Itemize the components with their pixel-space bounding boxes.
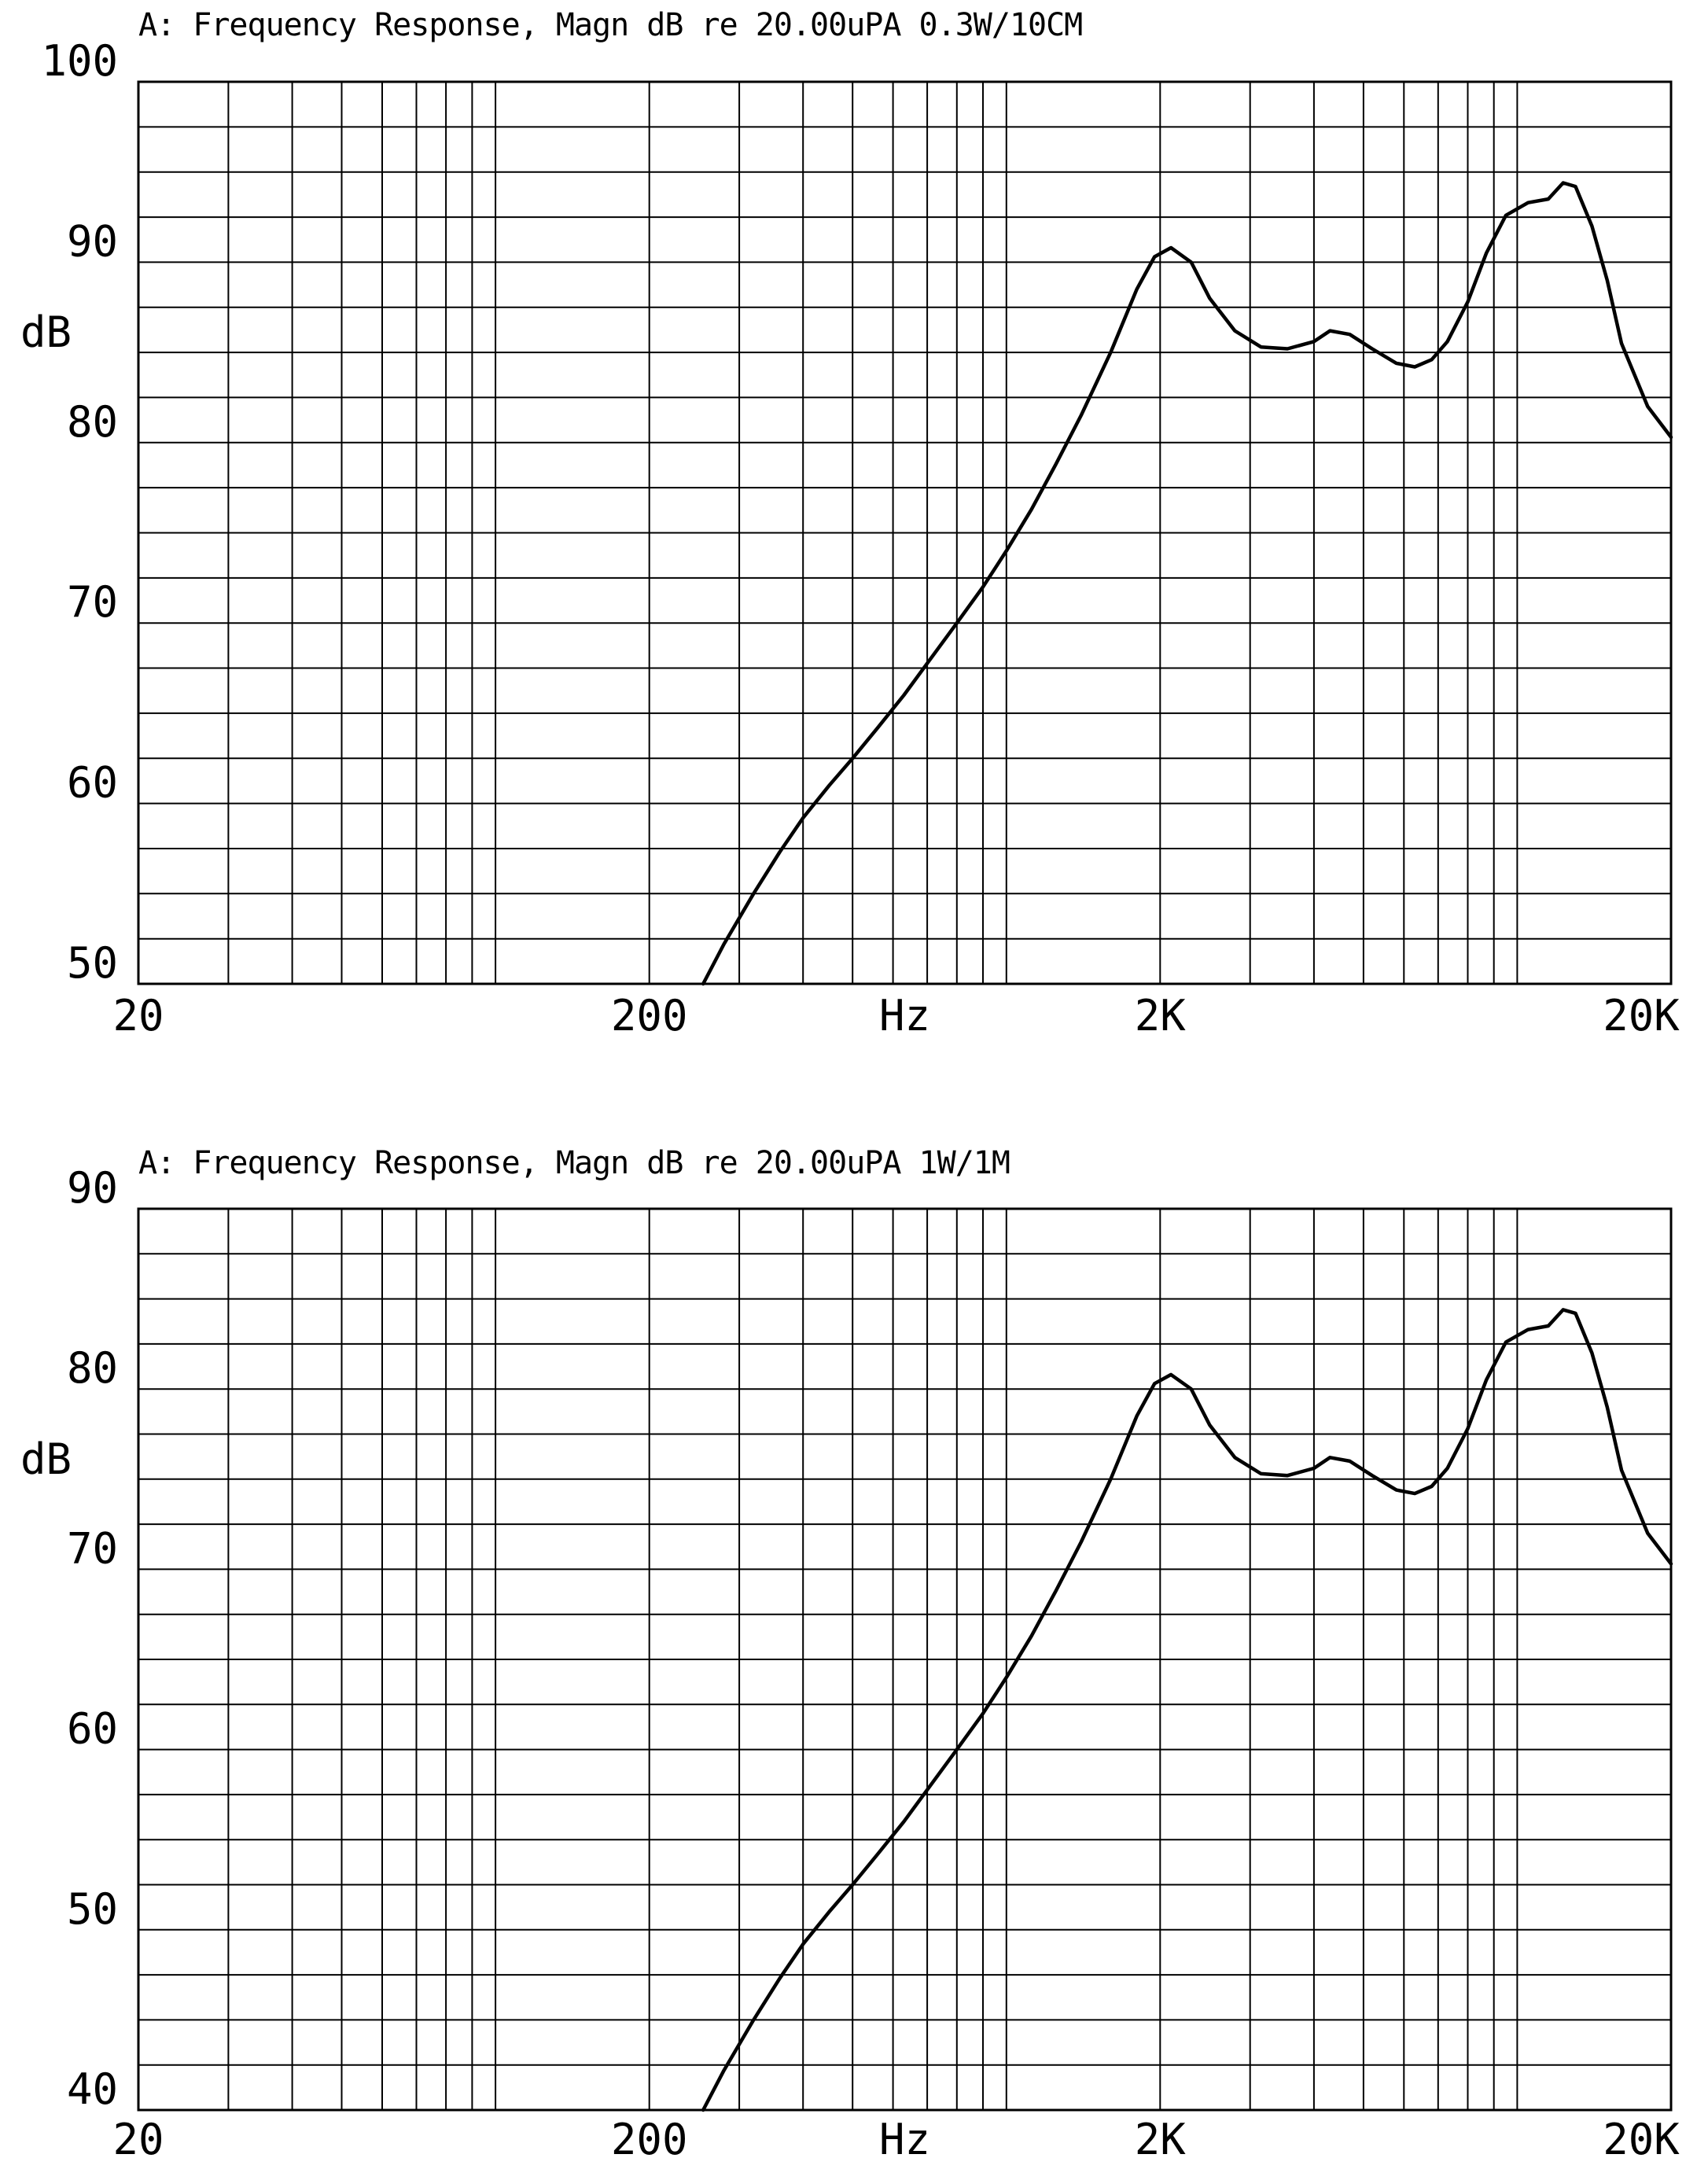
y-tick-label: 90 [67, 216, 118, 266]
axis-tick-labels: 50 60 70 80 90 100 20 200 2K 20K Hz [41, 36, 1680, 1040]
y-tick-label: 100 [41, 36, 118, 86]
y-tick-label: 80 [67, 397, 118, 447]
chart-top-near-field: 50 60 70 80 90 100 20 200 2K 20K Hz A: Frequency R… [0, 0, 1708, 1084]
x-axis-unit-label: Hz [879, 991, 930, 1040]
x-tick-label: 2K [1135, 2115, 1187, 2164]
y-tick-label: 40 [67, 2064, 118, 2114]
plot-border [137, 1207, 1673, 2112]
grid-lines [138, 1208, 1672, 2111]
y-tick-label: 70 [67, 1523, 118, 1573]
chart-bottom-far-field: 40 50 60 70 80 90 20 200 2K 20K Hz A: Frequency Re… [0, 1084, 1708, 2169]
y-tick-label: 60 [67, 1704, 118, 1754]
plot-border [137, 80, 1673, 985]
x-tick-label: 200 [611, 991, 688, 1040]
y-axis-unit-label: dB [20, 307, 72, 357]
x-tick-label: 20 [112, 991, 164, 1040]
y-tick-label: 80 [67, 1343, 118, 1393]
frequency-response-plot-near-field: 50 60 70 80 90 100 20 200 2K 20K Hz [41, 36, 1680, 1040]
y-tick-label: 90 [67, 1163, 118, 1213]
grid-lines [138, 81, 1672, 985]
x-tick-label: 200 [611, 2115, 688, 2164]
y-tick-label: 50 [67, 938, 118, 988]
y-tick-label: 50 [67, 1884, 118, 1934]
y-axis-unit-label: dB [20, 1434, 72, 1484]
chart-title: A: Frequency Response, Magn dB re 20.00u… [138, 7, 1083, 43]
response-curve [701, 1308, 1673, 2112]
y-tick-label: 60 [67, 758, 118, 808]
x-tick-label: 20K [1603, 991, 1680, 1040]
x-tick-label: 20K [1603, 2115, 1680, 2164]
x-tick-label: 20 [112, 2115, 164, 2164]
x-axis-unit-label: Hz [879, 2115, 930, 2164]
frequency-response-plot-far-field: 40 50 60 70 80 90 20 200 2K 20K Hz [67, 1163, 1680, 2164]
response-curve [701, 181, 1673, 986]
y-tick-label: 70 [67, 577, 118, 627]
chart-title: A: Frequency Response, Magn dB re 20.00u… [138, 1145, 1010, 1181]
axis-tick-labels: 40 50 60 70 80 90 20 200 2K 20K Hz [67, 1163, 1680, 2164]
x-tick-label: 2K [1135, 991, 1187, 1040]
